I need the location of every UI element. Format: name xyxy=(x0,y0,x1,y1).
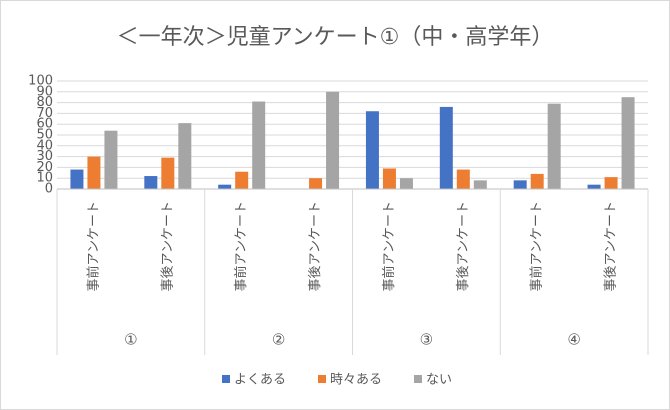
legend-swatch xyxy=(318,375,326,383)
x-tick-label: 事前アンケート xyxy=(233,201,249,291)
y-tick-label: 0 xyxy=(45,182,53,197)
y-tick-label: 40 xyxy=(36,138,53,153)
y-tick-label: 80 xyxy=(36,95,53,110)
group-label: ③ xyxy=(420,331,433,349)
group-label: ④ xyxy=(567,331,580,349)
x-tick-label: 事後アンケート xyxy=(456,201,471,291)
group-label: ① xyxy=(124,331,137,349)
bar xyxy=(513,180,527,189)
y-tick-label: 90 xyxy=(36,84,53,99)
legend-label: 時々ある xyxy=(330,373,382,388)
legend-swatch xyxy=(414,375,422,383)
bar xyxy=(326,91,340,189)
bar xyxy=(530,173,544,189)
x-tick-label: 事後アンケート xyxy=(160,201,175,291)
bar xyxy=(87,156,101,189)
bar xyxy=(456,169,470,189)
legend-label: よくある xyxy=(234,373,286,388)
y-tick-label: 70 xyxy=(36,106,53,121)
bar xyxy=(235,171,249,189)
bar xyxy=(104,130,118,189)
bar xyxy=(178,123,192,189)
y-tick-label: 30 xyxy=(36,149,53,164)
bar xyxy=(439,106,453,189)
bar xyxy=(218,184,232,189)
bar xyxy=(473,180,487,189)
y-tick-label: 50 xyxy=(36,128,53,143)
bar xyxy=(399,178,413,189)
bar xyxy=(365,111,379,189)
group-label: ② xyxy=(272,331,285,349)
bar xyxy=(587,184,601,189)
x-tick-label: 事前アンケート xyxy=(381,201,397,291)
y-tick-label: 100 xyxy=(28,74,53,89)
y-tick-label: 10 xyxy=(36,171,53,186)
x-tick-label: 事前アンケート xyxy=(85,201,101,291)
legend-label: ない xyxy=(426,373,452,388)
bar xyxy=(604,177,618,189)
bar xyxy=(70,169,84,189)
bar xyxy=(382,168,396,189)
bar xyxy=(144,176,158,189)
x-tick-label: 事後アンケート xyxy=(604,201,619,291)
bar xyxy=(621,97,635,189)
bar xyxy=(161,157,175,189)
y-tick-label: 60 xyxy=(36,117,53,132)
bar xyxy=(252,101,266,189)
x-tick-label: 事後アンケート xyxy=(308,201,323,291)
bar xyxy=(309,178,323,189)
y-tick-label: 20 xyxy=(36,160,53,175)
bar xyxy=(547,103,561,189)
chart-title: ＜一年次＞児童アンケート①（中・高学年） xyxy=(117,25,554,50)
legend-swatch xyxy=(222,375,230,383)
x-tick-label: 事前アンケート xyxy=(529,201,545,291)
